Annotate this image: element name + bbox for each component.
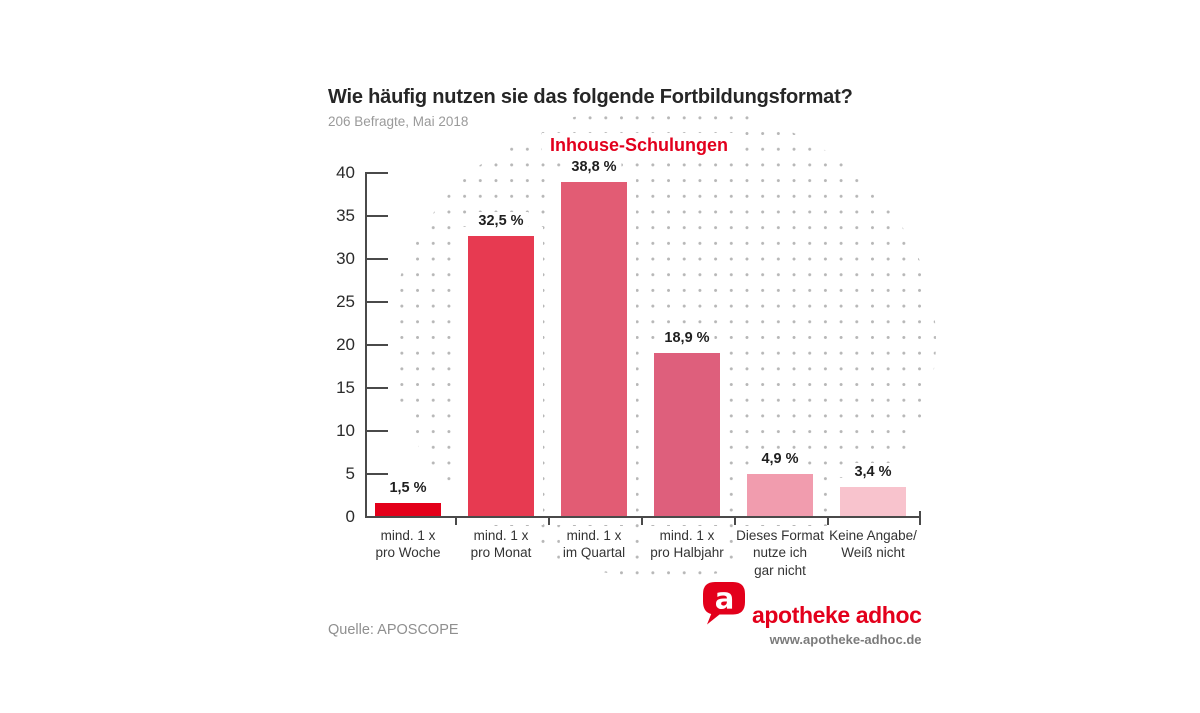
- x-axis-end-tick: [919, 511, 921, 525]
- y-axis-tick: [367, 344, 388, 346]
- y-axis-tick-label: 15: [336, 378, 355, 397]
- y-axis-tick-label: 30: [336, 249, 355, 268]
- category-label: Dieses Format nutze ich gar nicht: [733, 526, 827, 580]
- brand-logo: a apotheke adhoc www.apotheke-adhoc.de: [702, 581, 922, 647]
- y-axis-tick: [367, 172, 388, 174]
- category-label: mind. 1 x pro Monat: [467, 526, 535, 563]
- x-axis-tick: [826, 516, 829, 525]
- svg-text:a: a: [715, 582, 735, 616]
- logo-website: www.apotheke-adhoc.de: [769, 632, 922, 647]
- bar-value-label: 32,5 %: [473, 212, 529, 230]
- y-axis-tick: [367, 430, 388, 432]
- y-axis-tick-label: 0: [345, 507, 355, 526]
- category-label: Keine Angabe/Weiß nicht: [826, 526, 920, 563]
- page-subtitle: 206 Befragte, Mai 2018: [328, 114, 469, 129]
- y-axis-tick: [367, 301, 388, 303]
- y-axis-tick: [367, 473, 388, 475]
- y-axis-tick: [367, 215, 388, 217]
- page-title: Wie häufig nutzen sie das folgende Fortb…: [328, 86, 853, 108]
- bar-value-label: 18,9 %: [659, 329, 715, 347]
- y-axis-tick-label: 20: [336, 335, 355, 354]
- bar-value-label: 1,5 %: [384, 479, 432, 497]
- y-axis-tick-label: 10: [336, 421, 355, 440]
- source-note: Quelle: APOSCOPE: [328, 622, 459, 638]
- y-axis-tick: [367, 387, 388, 389]
- bar-6: [840, 487, 906, 516]
- bar-value-label: 4,9 %: [756, 450, 804, 468]
- y-axis-tick-label: 25: [336, 292, 355, 311]
- y-axis: [365, 172, 367, 518]
- bar-4: [654, 353, 720, 516]
- category-label: mind. 1 x pro Woche: [372, 526, 444, 563]
- y-axis-tick-label: 40: [336, 163, 355, 182]
- logo-bubble-icon: a: [702, 581, 746, 630]
- bar-2: [468, 236, 534, 516]
- y-axis-tick: [367, 258, 388, 260]
- bar-value-label: 38,8 %: [566, 158, 622, 176]
- x-axis-tick: [733, 516, 736, 525]
- bar-value-label: 3,4 %: [849, 463, 897, 481]
- chart-title: Inhouse-Schulungen: [542, 133, 736, 158]
- bar-5: [747, 474, 813, 516]
- category-label: mind. 1 x im Quartal: [559, 526, 629, 563]
- y-axis-tick-label: 5: [345, 464, 355, 483]
- x-axis: [365, 516, 920, 518]
- logo-wordmark: apotheke adhoc: [752, 602, 922, 628]
- category-label: mind. 1 x pro Halbjahr: [647, 526, 727, 563]
- bar-3: [561, 182, 627, 516]
- x-axis-tick: [454, 516, 457, 525]
- x-axis-tick: [640, 516, 643, 525]
- y-axis-tick-label: 35: [336, 206, 355, 225]
- bar-1: [375, 503, 441, 516]
- x-axis-tick: [547, 516, 550, 525]
